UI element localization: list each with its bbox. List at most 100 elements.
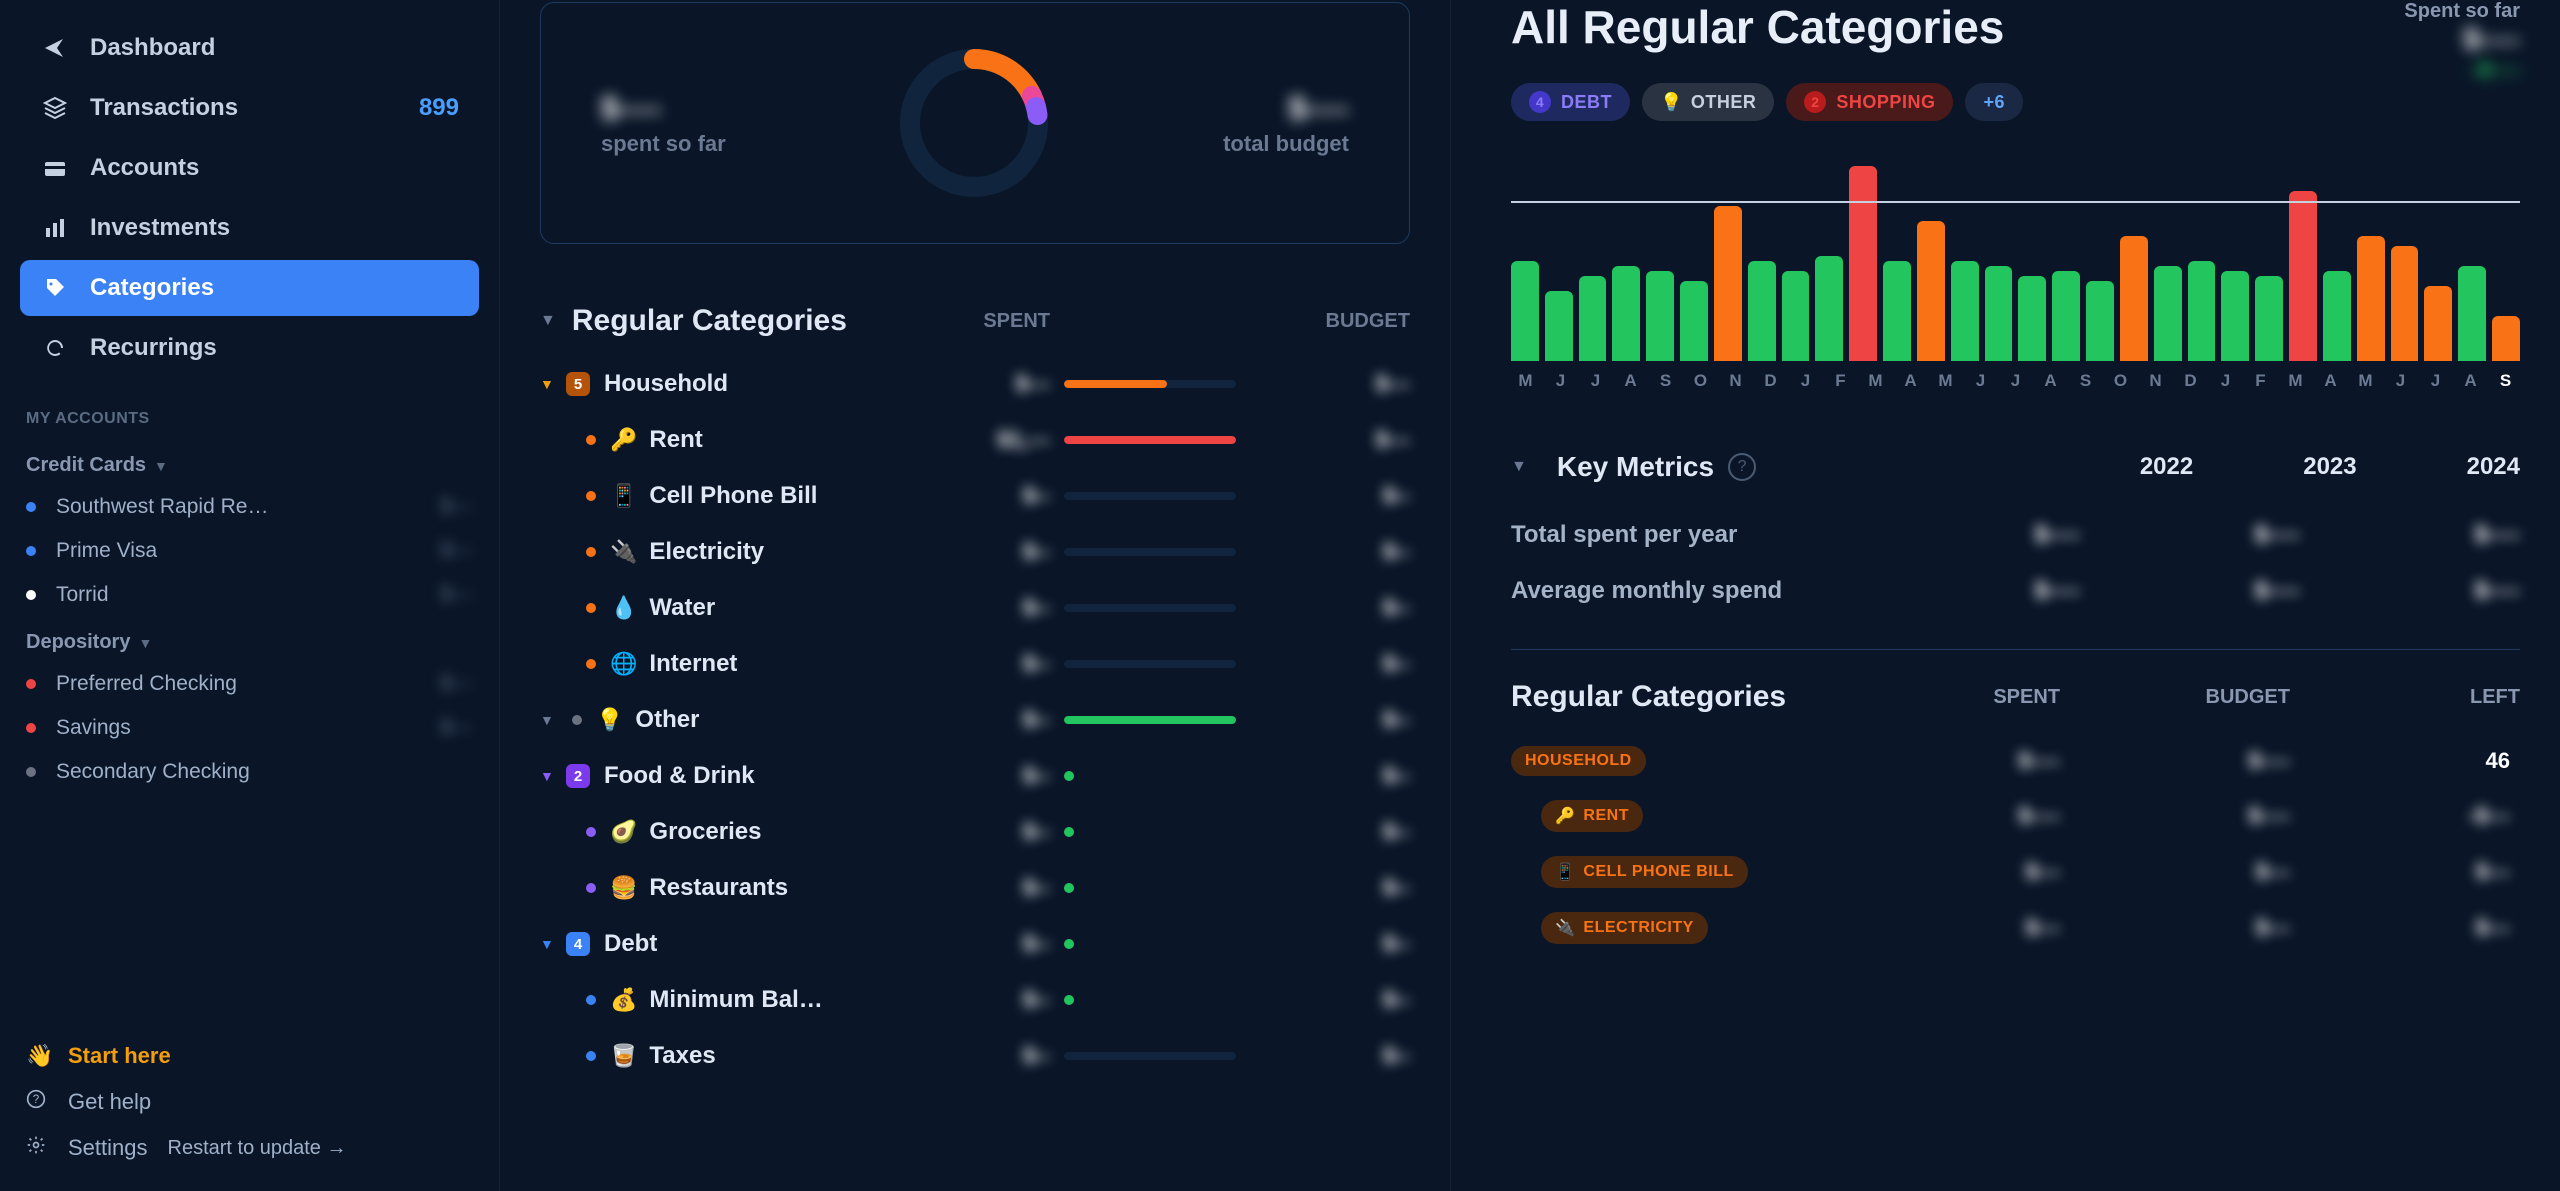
chart-bar[interactable]: [1511, 261, 1539, 361]
chart-bar[interactable]: [1917, 221, 1945, 361]
chart-bar[interactable]: [1748, 261, 1776, 361]
category-detail-row[interactable]: HOUSEHOLD$----$----46: [1511, 734, 2520, 788]
nav-transactions[interactable]: Transactions 899: [20, 80, 479, 136]
expand-toggle[interactable]: ▼: [540, 936, 558, 952]
category-icon: 💧: [610, 595, 637, 621]
help-icon[interactable]: ?: [1728, 453, 1756, 481]
expand-toggle[interactable]: ▼: [540, 712, 558, 728]
account-row[interactable]: Southwest Rapid Re… $---: [20, 485, 479, 529]
nav-label: Transactions: [90, 94, 238, 122]
monthly-spend-chart: [1511, 161, 2520, 361]
start-here-button[interactable]: 👋 Start here: [20, 1033, 479, 1079]
chart-bar[interactable]: [2154, 266, 2182, 361]
chart-bar[interactable]: [1714, 206, 1742, 361]
column-header: LEFT: [2370, 686, 2520, 709]
chart-bar[interactable]: [2188, 261, 2216, 361]
chart-bar[interactable]: [2120, 236, 2148, 361]
chart-bar[interactable]: [2086, 281, 2114, 361]
chart-bar[interactable]: [1782, 271, 1810, 361]
get-help-button[interactable]: ? Get help: [20, 1079, 479, 1125]
category-name: Household: [604, 370, 728, 398]
chart-bar[interactable]: [2289, 191, 2317, 361]
chart-bar[interactable]: [1579, 276, 1607, 361]
chart-bar[interactable]: [2323, 271, 2351, 361]
nav-accounts[interactable]: Accounts: [20, 140, 479, 196]
account-row[interactable]: Prime Visa $---: [20, 529, 479, 573]
chevron-down-icon: ▼: [138, 635, 152, 651]
account-row[interactable]: Savings $---: [20, 706, 479, 750]
chart-bar[interactable]: [1545, 291, 1573, 361]
chart-bar[interactable]: [1646, 271, 1674, 361]
nav-categories[interactable]: Categories: [20, 260, 479, 316]
account-group-header[interactable]: Depository▼: [26, 631, 479, 654]
category-detail-row[interactable]: 🔌ELECTRICITY$---$---$---: [1511, 900, 2520, 956]
chevron-down-icon: ▼: [154, 458, 168, 474]
subcategory-row[interactable]: 🌐Internet$--$--: [540, 636, 1410, 692]
subcategory-row[interactable]: 🔌Electricity$--$--: [540, 524, 1410, 580]
pill-label: OTHER: [1691, 92, 1757, 113]
category-detail-row[interactable]: 📱CELL PHONE BILL$---$---$---: [1511, 844, 2520, 900]
bars-icon: [40, 216, 70, 240]
subcategory-row[interactable]: 💰Minimum Bal…$--$--: [540, 972, 1410, 1028]
restart-update-button[interactable]: Restart to update →: [168, 1137, 347, 1160]
chart-bar[interactable]: [1612, 266, 1640, 361]
chart-bar[interactable]: [2018, 276, 2046, 361]
category-group-row[interactable]: ▼4Debt$--$--: [540, 916, 1410, 972]
month-label: A: [2456, 371, 2485, 391]
filter-pill[interactable]: 4DEBT: [1511, 83, 1630, 121]
chart-bar[interactable]: [1883, 261, 1911, 361]
account-row[interactable]: Torrid $---: [20, 573, 479, 617]
regular-categories-header: Regular Categories SPENTBUDGETLEFT: [1511, 680, 2520, 714]
month-axis: MJJASONDJFMAMJJASONDJFMAMJJAS: [1511, 371, 2520, 391]
chart-bar[interactable]: [1985, 266, 2013, 361]
filter-pill[interactable]: 2SHOPPING: [1786, 83, 1953, 121]
chart-bar[interactable]: [2357, 236, 2385, 361]
subcategory-row[interactable]: 🔑Rent$1,---$---: [540, 412, 1410, 468]
chart-bar[interactable]: [2458, 266, 2486, 361]
account-group-header[interactable]: Credit Cards▼: [26, 454, 479, 477]
metric-label: Total spent per year: [1511, 521, 1737, 549]
category-detail-row[interactable]: 🔑RENT$----$-----$---: [1511, 788, 2520, 844]
subcategory-row[interactable]: 📱Cell Phone Bill$--$--: [540, 468, 1410, 524]
tag-label: RENT: [1583, 807, 1629, 825]
filter-pill[interactable]: 💡OTHER: [1642, 83, 1774, 121]
subcategory-row[interactable]: 🥃Taxes$--$--: [540, 1028, 1410, 1084]
expand-toggle[interactable]: ▼: [540, 376, 558, 392]
expand-toggle[interactable]: ▼: [540, 768, 558, 784]
chart-bar[interactable]: [1849, 166, 1877, 361]
account-row[interactable]: Secondary Checking: [20, 750, 479, 794]
category-group-row[interactable]: ▼💡Other$--$--: [540, 692, 1410, 748]
chart-bar[interactable]: [2391, 246, 2419, 361]
collapse-toggle[interactable]: ▼: [540, 312, 556, 330]
chart-bar[interactable]: [1951, 261, 1979, 361]
chart-bar[interactable]: [1680, 281, 1708, 361]
chart-bar[interactable]: [1815, 256, 1843, 361]
filter-pill[interactable]: +6: [1965, 83, 2023, 121]
arrow-icon: [40, 36, 70, 60]
tag-icon: 🔑: [1555, 806, 1575, 826]
chart-bar[interactable]: [2255, 276, 2283, 361]
month-label: A: [1896, 371, 1925, 391]
category-tag: 📱CELL PHONE BILL: [1541, 856, 1748, 888]
chart-bar[interactable]: [2052, 271, 2080, 361]
spent-value: $--: [900, 483, 1050, 509]
category-group-row[interactable]: ▼5Household$---$---: [540, 356, 1410, 412]
budget-value: $--: [1250, 819, 1410, 845]
subcategory-row[interactable]: 💧Water$--$--: [540, 580, 1410, 636]
chart-bar[interactable]: [2424, 286, 2452, 361]
nav-recurrings[interactable]: Recurrings: [20, 320, 479, 376]
main-categories-panel: $---- spent so far $---- total budget ▼ …: [500, 0, 1450, 1191]
settings-button[interactable]: Settings Restart to update →: [20, 1125, 479, 1171]
category-group-row[interactable]: ▼2Food & Drink$--$--: [540, 748, 1410, 804]
nav-dashboard[interactable]: Dashboard: [20, 20, 479, 76]
subcategory-row[interactable]: 🥑Groceries$--$--: [540, 804, 1410, 860]
subcategory-row[interactable]: 🍔Restaurants$--$--: [540, 860, 1410, 916]
categories-title: Regular Categories: [572, 304, 847, 338]
progress-cell: [1050, 883, 1250, 893]
chart-bar[interactable]: [2221, 271, 2249, 361]
chart-bar[interactable]: [2492, 316, 2520, 361]
nav-investments[interactable]: Investments: [20, 200, 479, 256]
km-collapse-toggle[interactable]: ▼: [1511, 458, 1527, 476]
account-row[interactable]: Preferred Checking $---: [20, 662, 479, 706]
account-name: Torrid: [56, 583, 109, 607]
